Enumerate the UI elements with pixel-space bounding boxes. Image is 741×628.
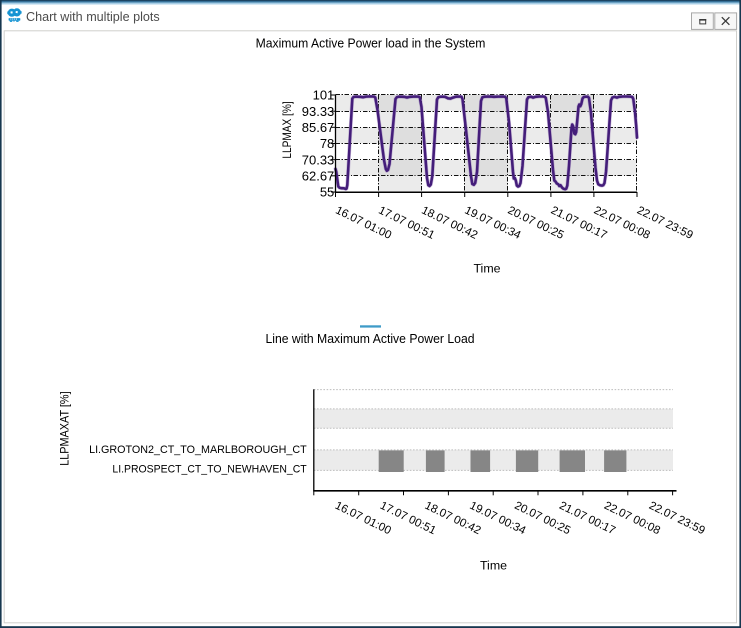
svg-text:LLPMAX [%]: LLPMAX [%] (280, 101, 294, 158)
svg-text:LI.PROSPECT_CT_TO_NEWHAVEN_CT: LI.PROSPECT_CT_TO_NEWHAVEN_CT (112, 464, 306, 476)
svg-text:Time: Time (480, 559, 507, 573)
svg-text:Chart with multiple plots: Chart with multiple plots (26, 10, 160, 24)
svg-text:Line with Maximum Active Power: Line with Maximum Active Power Load (265, 332, 474, 346)
svg-text:Time: Time (473, 262, 500, 276)
svg-text:LI.GROTON2_CT_TO_MARLBOROUGH_C: LI.GROTON2_CT_TO_MARLBOROUGH_CT (89, 444, 307, 456)
svg-text:62.67: 62.67 (302, 169, 335, 184)
svg-text:78: 78 (320, 136, 334, 151)
svg-text:101: 101 (313, 88, 335, 103)
svg-text:70.33: 70.33 (302, 152, 335, 167)
svg-text:93.33: 93.33 (302, 104, 335, 119)
svg-text:LLPMAXAT [%]: LLPMAXAT [%] (58, 391, 72, 465)
svg-text:55: 55 (320, 185, 334, 200)
svg-text:Maximum Active Power load in t: Maximum Active Power load in the System (256, 36, 486, 50)
svg-text:85.67: 85.67 (302, 120, 335, 135)
